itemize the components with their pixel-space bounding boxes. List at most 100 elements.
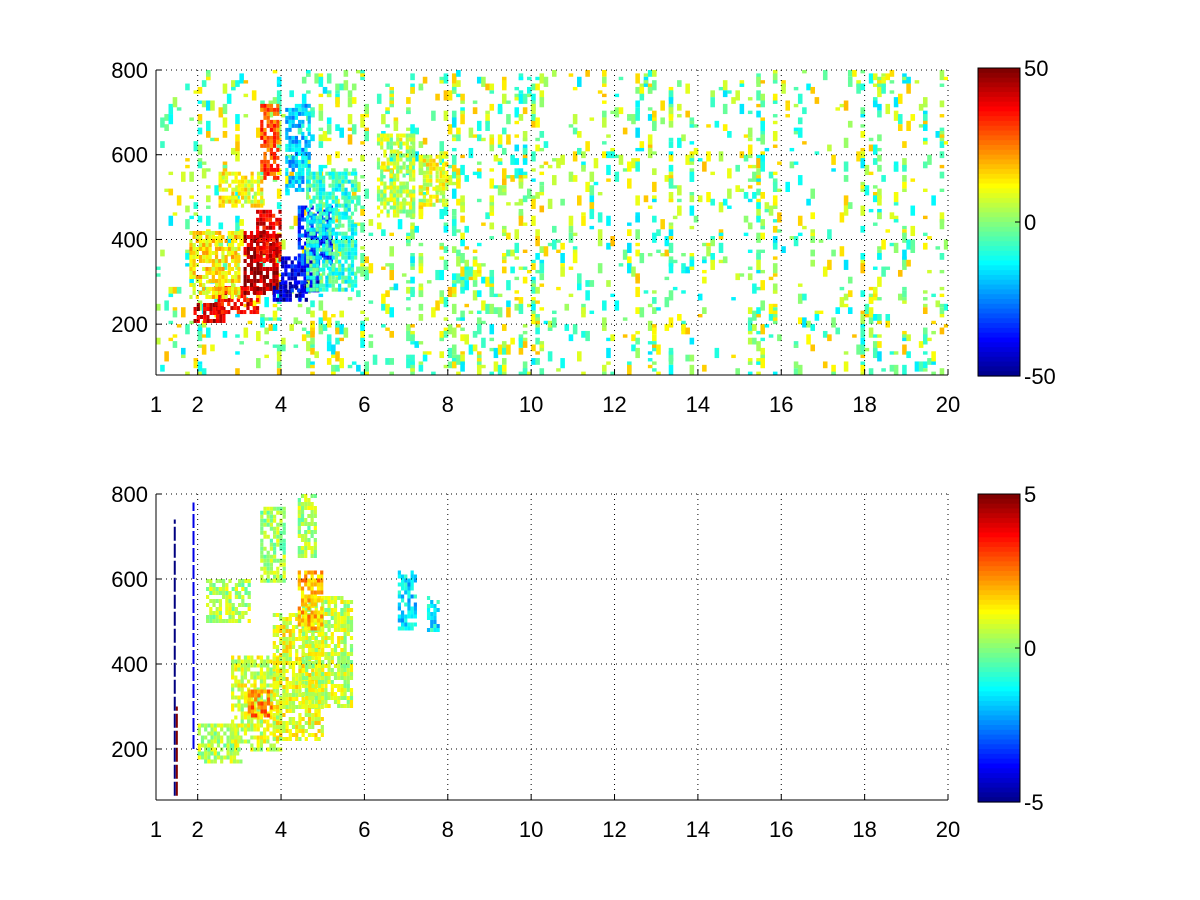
heatmap-cell — [269, 711, 273, 716]
heatmap-cell — [501, 358, 507, 365]
heatmap-cell — [250, 683, 254, 688]
heatmap-cell — [226, 739, 230, 744]
heatmap-cell — [276, 139, 280, 144]
heatmap-cell — [476, 317, 482, 328]
heatmap-cell — [385, 110, 390, 115]
heatmap-cell — [231, 659, 235, 664]
heatmap-cell — [291, 677, 296, 681]
heatmap-cell — [275, 693, 280, 697]
heatmap-cell — [518, 337, 524, 348]
heatmap-cell — [735, 273, 740, 281]
heatmap-cell — [295, 737, 299, 741]
heatmap-cell — [307, 103, 311, 108]
heatmap-cell — [338, 211, 342, 216]
heatmap-cell — [602, 364, 607, 372]
heatmap-cell — [205, 254, 209, 259]
heatmap-cell — [843, 361, 849, 372]
heatmap-cell — [635, 330, 640, 335]
heatmap-cell — [902, 344, 907, 355]
heatmap-cell — [351, 192, 357, 199]
heatmap-cell — [235, 114, 240, 125]
heatmap-cell — [531, 259, 536, 264]
heatmap-cell — [266, 534, 270, 539]
heatmap-cell — [275, 625, 280, 629]
heatmap-cell — [253, 258, 257, 263]
heatmap-cell — [652, 232, 657, 243]
heatmap-cell — [760, 93, 765, 101]
heatmap-cell — [868, 208, 874, 213]
heatmap-cell — [493, 293, 499, 298]
heatmap-cell — [330, 696, 334, 700]
heatmap-cell — [860, 147, 866, 152]
heatmap-cell — [211, 234, 215, 239]
heatmap-cell — [275, 729, 280, 733]
heatmap-cell — [412, 201, 416, 206]
heatmap-cell — [265, 245, 269, 250]
heatmap-cell — [435, 162, 439, 167]
heatmap-cell — [281, 264, 285, 269]
heatmap-cell — [160, 364, 165, 372]
heatmap-cell — [543, 320, 549, 325]
heatmap-cell — [325, 287, 329, 292]
heatmap-cell — [752, 171, 757, 182]
heatmap-cell — [664, 236, 670, 247]
heatmap-cell — [539, 263, 545, 274]
heatmap-cell — [281, 256, 285, 261]
heatmap-cell — [279, 683, 283, 688]
heatmap-cell — [410, 334, 415, 342]
heatmap-cell — [247, 723, 251, 728]
heatmap-cell — [572, 249, 578, 253]
heatmap-cell — [214, 230, 219, 235]
heatmap-cell — [793, 361, 799, 369]
heatmap-cell — [263, 689, 267, 694]
heatmap-cell — [408, 205, 413, 210]
heatmap-cell — [189, 320, 194, 325]
heatmap-cell — [518, 371, 524, 375]
heatmap-cell — [918, 361, 924, 372]
heatmap-band — [422, 154, 449, 207]
heatmap-cell — [360, 371, 365, 375]
heatmap-cell — [349, 600, 354, 604]
heatmap-cell — [606, 280, 611, 287]
heatmap-cell — [522, 361, 528, 372]
heatmap-cell — [334, 231, 339, 236]
heatmap-cell — [885, 266, 891, 270]
heatmap-cell — [309, 199, 313, 204]
heatmap-cell — [330, 672, 334, 676]
heatmap-cell — [310, 602, 314, 607]
heatmap-cell — [939, 253, 945, 260]
grid — [156, 69, 949, 375]
heatmap-cell — [325, 247, 329, 252]
heatmap-cell — [275, 274, 279, 279]
heatmap-cell — [344, 199, 348, 204]
heatmap-cell — [268, 213, 273, 218]
heatmap-cell — [501, 80, 507, 91]
heatmap-cell — [497, 134, 503, 145]
heatmap-cell — [506, 344, 511, 355]
heatmap-cell — [324, 688, 328, 692]
heatmap-cell — [397, 219, 403, 230]
heatmap-cell — [772, 303, 778, 308]
heatmap-cell — [602, 100, 607, 104]
heatmap-cell — [739, 103, 745, 115]
heatmap-cell — [279, 285, 283, 290]
heatmap-cell — [338, 259, 342, 264]
heatmap-cell — [260, 191, 264, 196]
heatmap-cell — [253, 179, 257, 184]
heatmap-cell — [307, 598, 311, 603]
heatmap-cell — [747, 273, 753, 281]
heatmap-cell — [260, 514, 264, 519]
heatmap-cell — [610, 110, 615, 115]
heatmap-cell — [327, 672, 331, 676]
heatmap-cell — [222, 117, 228, 128]
heatmap-cell — [443, 330, 449, 335]
heatmap-cell — [560, 242, 565, 250]
heatmap-cell — [276, 542, 280, 547]
heatmap-cell — [843, 137, 849, 148]
heatmap-cell — [927, 269, 932, 274]
heatmap-cell — [322, 203, 326, 208]
heatmap-cell — [341, 251, 345, 256]
heatmap-cell — [652, 110, 657, 121]
heatmap-cell — [285, 159, 289, 164]
heatmap-cell — [797, 232, 803, 237]
